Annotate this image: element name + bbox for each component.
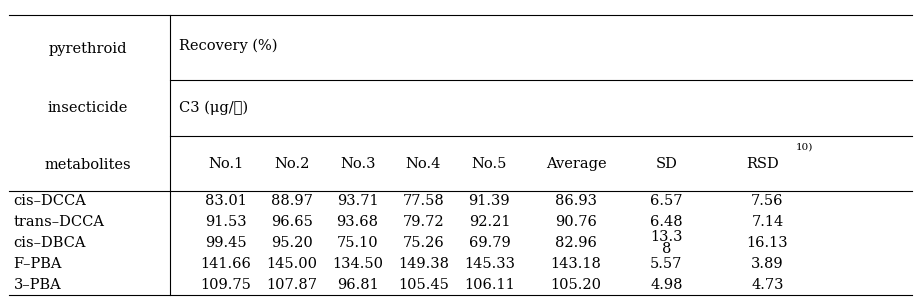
Text: 96.65: 96.65 [271, 215, 312, 229]
Text: No.4: No.4 [406, 157, 441, 171]
Text: 77.58: 77.58 [402, 194, 444, 208]
Text: No.5: No.5 [472, 157, 507, 171]
Text: 75.26: 75.26 [402, 236, 444, 250]
Text: 109.75: 109.75 [201, 278, 251, 292]
Text: 75.10: 75.10 [337, 236, 379, 250]
Text: 145.00: 145.00 [266, 257, 317, 271]
Text: 83.01: 83.01 [204, 194, 247, 208]
Text: 69.79: 69.79 [469, 236, 510, 250]
Text: 92.21: 92.21 [469, 215, 510, 229]
Text: 95.20: 95.20 [271, 236, 312, 250]
Text: 7.14: 7.14 [752, 215, 784, 229]
Text: 145.33: 145.33 [464, 257, 515, 271]
Text: cis–DCCA: cis–DCCA [14, 194, 87, 208]
Text: 6.57: 6.57 [650, 194, 682, 208]
Text: 99.45: 99.45 [205, 236, 247, 250]
Text: 93.68: 93.68 [336, 215, 379, 229]
Text: Average: Average [546, 157, 606, 171]
Text: 105.20: 105.20 [551, 278, 601, 292]
Text: metabolites: metabolites [44, 158, 131, 172]
Text: 143.18: 143.18 [551, 257, 601, 271]
Text: 7.56: 7.56 [752, 194, 784, 208]
Text: F–PBA: F–PBA [14, 257, 63, 271]
Text: insecticide: insecticide [48, 101, 128, 115]
Text: No.1: No.1 [208, 157, 243, 171]
Text: C3 (μg/ℓ): C3 (μg/ℓ) [179, 101, 248, 115]
Text: 82.96: 82.96 [555, 236, 597, 250]
Text: 8: 8 [661, 242, 671, 256]
Text: 16.13: 16.13 [747, 236, 788, 250]
Text: 93.71: 93.71 [337, 194, 379, 208]
Text: RSD: RSD [747, 157, 779, 171]
Text: 96.81: 96.81 [337, 278, 379, 292]
Text: pyrethroid: pyrethroid [49, 42, 127, 56]
Text: cis–DBCA: cis–DBCA [14, 236, 87, 250]
Text: 106.11: 106.11 [464, 278, 515, 292]
Text: 141.66: 141.66 [201, 257, 251, 271]
Text: 10): 10) [797, 143, 813, 152]
Text: 149.38: 149.38 [398, 257, 449, 271]
Text: 3–PBA: 3–PBA [14, 278, 62, 292]
Text: 88.97: 88.97 [271, 194, 312, 208]
Text: 107.87: 107.87 [266, 278, 317, 292]
Text: 86.93: 86.93 [555, 194, 597, 208]
Text: No.3: No.3 [340, 157, 376, 171]
Text: No.2: No.2 [274, 157, 309, 171]
Text: 4.98: 4.98 [650, 278, 682, 292]
Text: SD: SD [656, 157, 677, 171]
Text: 13.3: 13.3 [650, 230, 682, 244]
Text: 6.48: 6.48 [650, 215, 682, 229]
Text: 5.57: 5.57 [650, 257, 682, 271]
Text: 105.45: 105.45 [398, 278, 449, 292]
Text: 90.76: 90.76 [555, 215, 597, 229]
Text: 134.50: 134.50 [332, 257, 383, 271]
Text: 79.72: 79.72 [402, 215, 444, 229]
Text: 4.73: 4.73 [752, 278, 784, 292]
Text: 91.53: 91.53 [205, 215, 247, 229]
Text: trans–DCCA: trans–DCCA [14, 215, 105, 229]
Text: 3.89: 3.89 [751, 257, 784, 271]
Text: Recovery (%): Recovery (%) [179, 39, 277, 54]
Text: 91.39: 91.39 [469, 194, 510, 208]
